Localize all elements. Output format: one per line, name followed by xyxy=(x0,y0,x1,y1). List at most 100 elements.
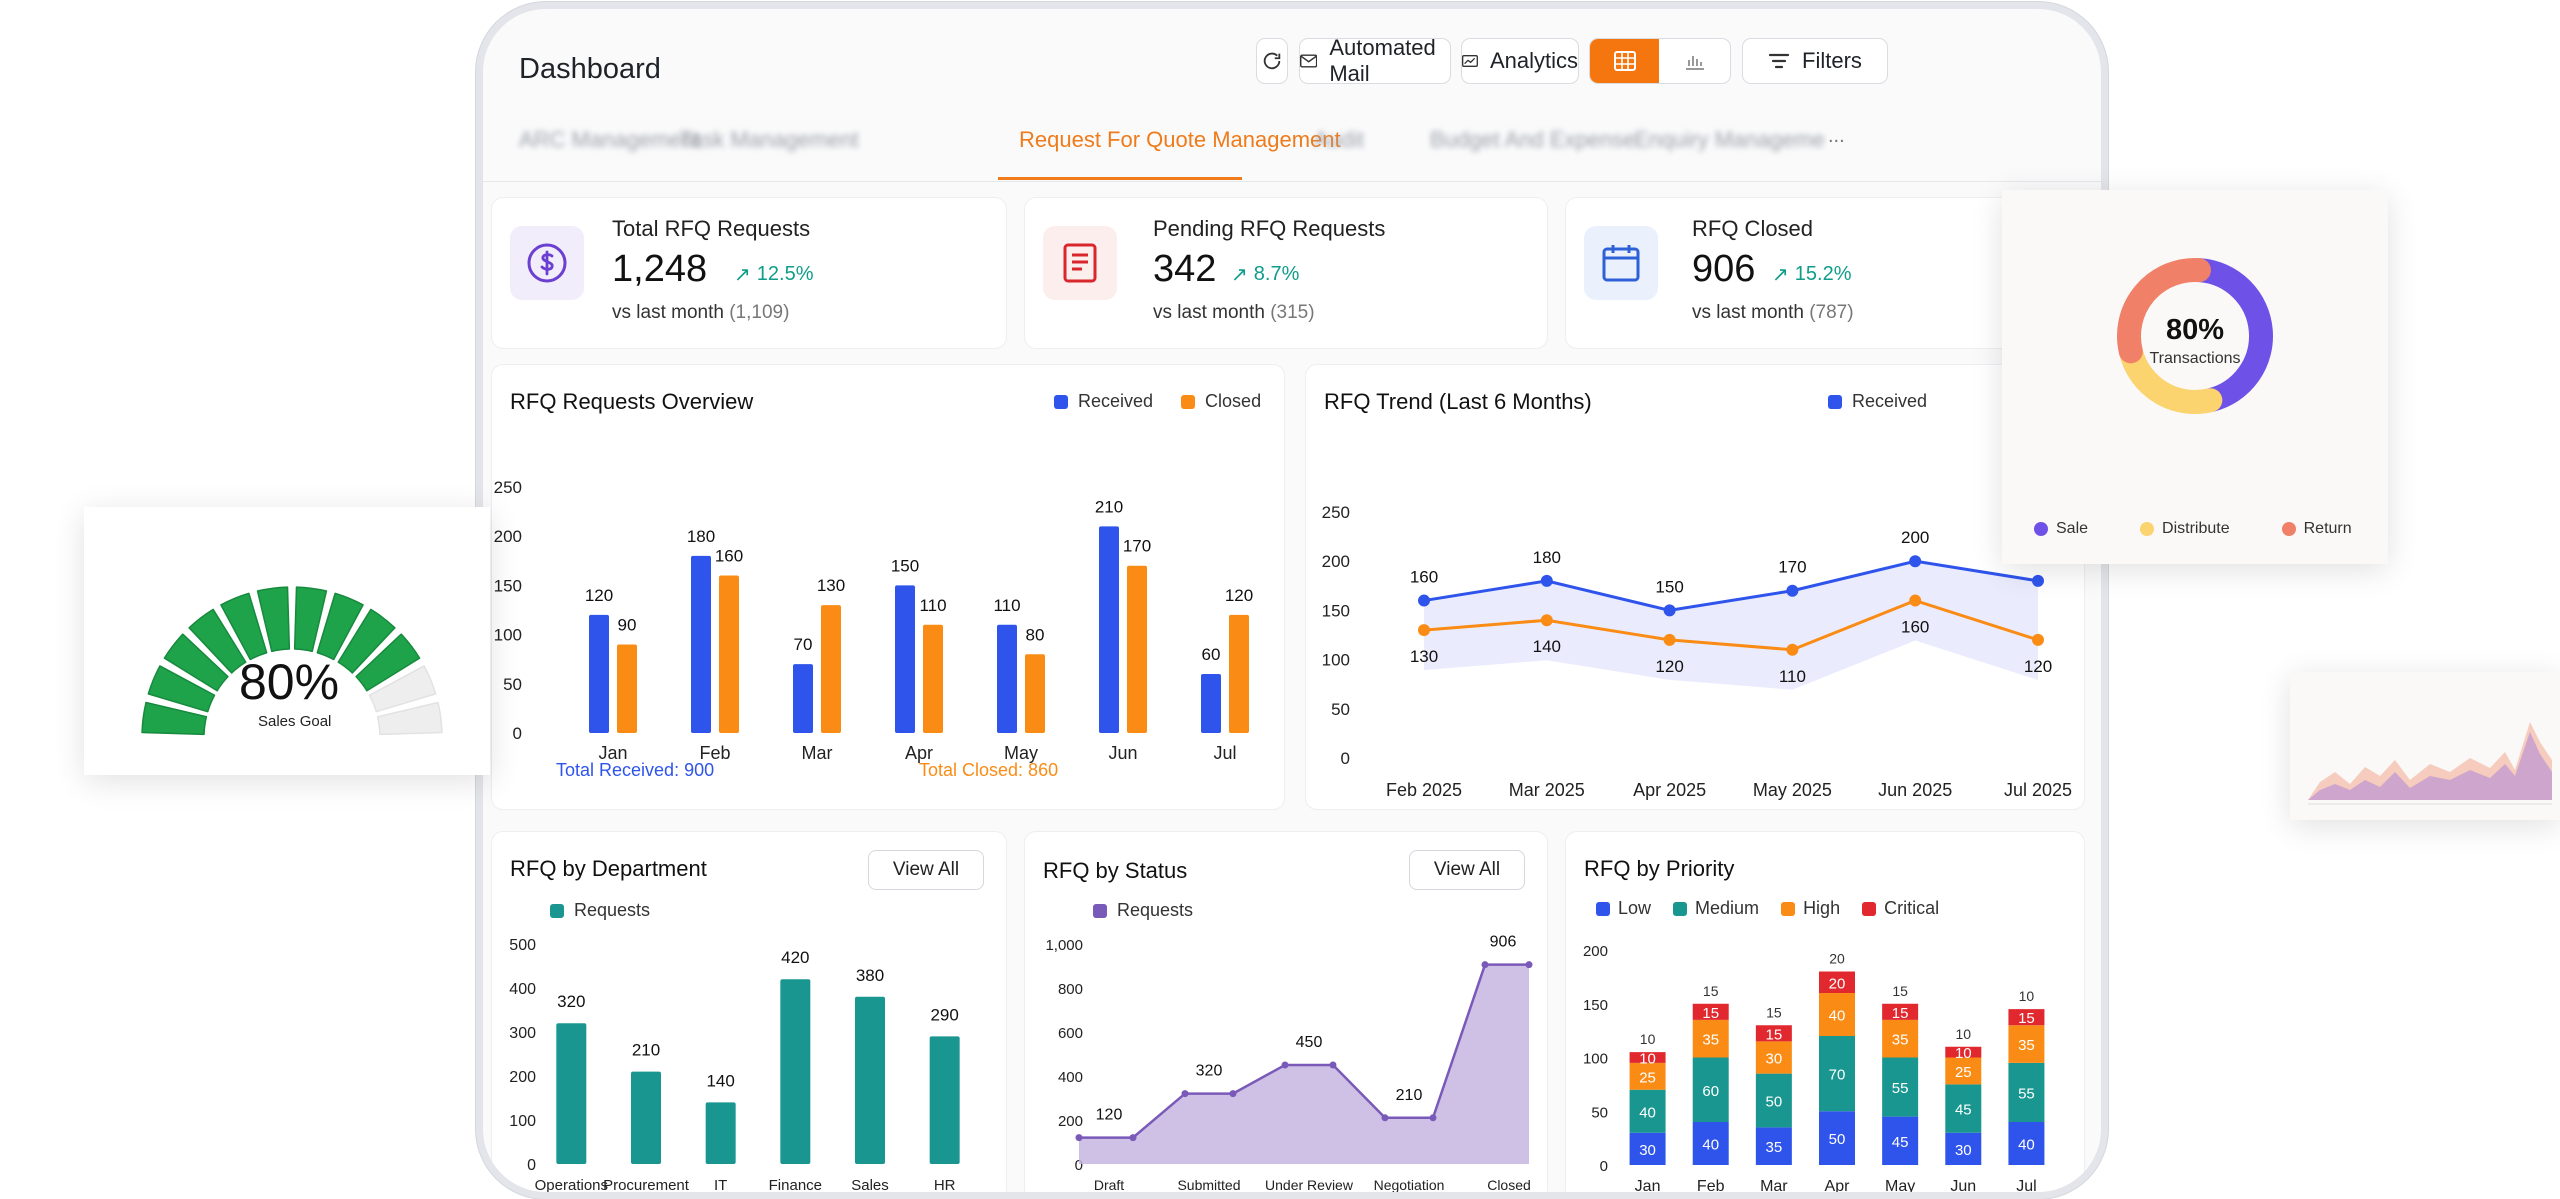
y-tick-label: 1,000 xyxy=(1045,937,1083,954)
bar-closed xyxy=(617,644,637,733)
segment-high xyxy=(1692,1019,1729,1058)
y-tick-label: 200 xyxy=(509,1069,536,1086)
x-tick-label: Operations xyxy=(535,1177,608,1194)
segment-label: 40 xyxy=(1702,1137,1719,1154)
bar-requests xyxy=(780,979,811,1164)
x-tick-label: May xyxy=(1004,743,1038,763)
segment-high xyxy=(2008,1025,2045,1063)
data-label: 450 xyxy=(1296,1034,1323,1051)
bar-received xyxy=(1099,526,1119,733)
segment-high xyxy=(1819,993,1855,1036)
automated-mail-button[interactable]: Automated Mail xyxy=(1299,35,1451,86)
gauge-segment xyxy=(368,665,437,713)
y-tick-label: 100 xyxy=(509,1113,536,1130)
total-closed: Total Closed: 860 xyxy=(919,760,1059,780)
data-label: 150 xyxy=(891,556,919,575)
tab-rfq-management[interactable]: Request For Quote Management xyxy=(1019,127,1341,152)
bar-closed xyxy=(1229,614,1249,733)
segment-label: 30 xyxy=(1955,1142,1972,1159)
segment-medium xyxy=(1882,1057,1919,1117)
rfq-department-card: RFQ by Department View All Requests 0 100… xyxy=(491,831,1007,1194)
data-label: 290 xyxy=(930,1005,958,1024)
analytics-button[interactable]: Analytics xyxy=(1461,38,1579,84)
y-tick-label: 200 xyxy=(494,527,522,546)
tab-budget-and-expense[interactable]: Budget And Expense xyxy=(1430,127,1636,152)
x-tick-label: Mar xyxy=(1760,1178,1788,1195)
bar-requests xyxy=(556,1023,587,1164)
segment-label: 15 xyxy=(1702,1005,1719,1022)
received-point xyxy=(1663,604,1676,617)
x-tick-label: HR xyxy=(934,1177,956,1194)
x-tick-label: Jun 2025 xyxy=(1878,780,1952,800)
filters-button[interactable]: Filters xyxy=(1742,38,1888,84)
chart-legend: Received Closed xyxy=(1054,391,1261,412)
segment-label: 30 xyxy=(1639,1142,1656,1159)
x-tick-label: Apr 2025 xyxy=(1633,780,1706,800)
data-label: 420 xyxy=(781,948,809,967)
bar-requests xyxy=(855,996,885,1164)
x-tick-label: Sales xyxy=(851,1177,889,1194)
segment-critical xyxy=(1945,1046,1982,1058)
y-tick-label: 250 xyxy=(494,478,522,497)
view-all-button[interactable]: View All xyxy=(1409,850,1525,890)
data-label: 120 xyxy=(585,586,613,605)
donut-slice xyxy=(2117,258,2211,364)
segment-low xyxy=(2008,1122,2045,1165)
gauge-segment xyxy=(376,701,443,736)
second-point xyxy=(2032,633,2044,646)
refresh-button[interactable] xyxy=(1256,38,1288,84)
sales-goal-gauge-card: 80% Sales Goal xyxy=(84,507,490,775)
tab-enquiry-management[interactable]: Enquiry Manageme xyxy=(1634,127,1825,152)
trend-up-icon: ↗ xyxy=(1231,264,1248,286)
segment-medium xyxy=(1629,1089,1666,1133)
bar-closed xyxy=(1025,654,1045,733)
segment-label: 20 xyxy=(1829,975,1846,992)
tabs-more-icon[interactable]: ... xyxy=(1828,125,1845,147)
segment-label: 55 xyxy=(2018,1085,2035,1102)
analytics-label: Analytics xyxy=(1489,48,1578,73)
segment-label: 35 xyxy=(1892,1032,1909,1049)
segment-low xyxy=(1945,1132,1982,1165)
segment-medium xyxy=(1755,1073,1792,1128)
segment-label: 30 xyxy=(1766,1051,1783,1068)
data-label: 210 xyxy=(1095,497,1123,516)
mail-icon xyxy=(1300,54,1318,68)
y-tick-label: 0 xyxy=(527,1157,536,1174)
gauge-segment xyxy=(220,592,268,661)
status-point xyxy=(1525,961,1533,969)
second-point xyxy=(1909,594,1922,607)
segment-critical xyxy=(1692,1003,1729,1020)
segment-medium xyxy=(1819,1036,1855,1112)
tab-task-management[interactable]: Task Management xyxy=(679,127,859,152)
segment-low xyxy=(1692,1122,1729,1165)
gauge-segment xyxy=(316,592,364,661)
tab-arc-management[interactable]: ARC Management xyxy=(519,127,700,152)
chart-legend: Received xyxy=(1828,391,1927,412)
data-label: 180 xyxy=(687,527,715,546)
trend-up-icon: ↗ xyxy=(1772,264,1789,286)
chart-legend: Requests xyxy=(550,900,650,921)
segment-low xyxy=(1882,1116,1919,1165)
chart-title: RFQ Trend (Last 6 Months) xyxy=(1324,389,1592,414)
total-label: 20 xyxy=(1829,951,1845,967)
x-tick-label: Draft xyxy=(1094,1177,1124,1193)
x-tick-label: Jul xyxy=(1213,743,1236,763)
table-view-button[interactable] xyxy=(1590,39,1660,83)
x-tick-label: Jun xyxy=(1950,1178,1976,1195)
rfq-trend-card: RFQ Trend (Last 6 Months) Received 0 50 10… xyxy=(1305,364,2085,810)
view-all-button[interactable]: View All xyxy=(868,850,984,890)
kpi-comparison: vs last month (787) xyxy=(1692,302,1854,323)
total-label: 10 xyxy=(2019,988,2035,1004)
kpi-value: 906 xyxy=(1692,248,1756,290)
y-tick-label: 600 xyxy=(1058,1025,1083,1042)
data-label: 160 xyxy=(1901,618,1929,637)
received-point xyxy=(1786,584,1799,597)
kpi-label: Pending RFQ Requests xyxy=(1153,216,1386,241)
donut-label: Transactions xyxy=(2149,350,2241,367)
chart-view-button[interactable] xyxy=(1659,39,1730,83)
kpi-label: RFQ Closed xyxy=(1692,216,1814,241)
tab-audit[interactable]: Audit xyxy=(1314,127,1365,152)
active-tab-indicator xyxy=(998,177,1242,180)
status-point xyxy=(1381,1114,1389,1122)
